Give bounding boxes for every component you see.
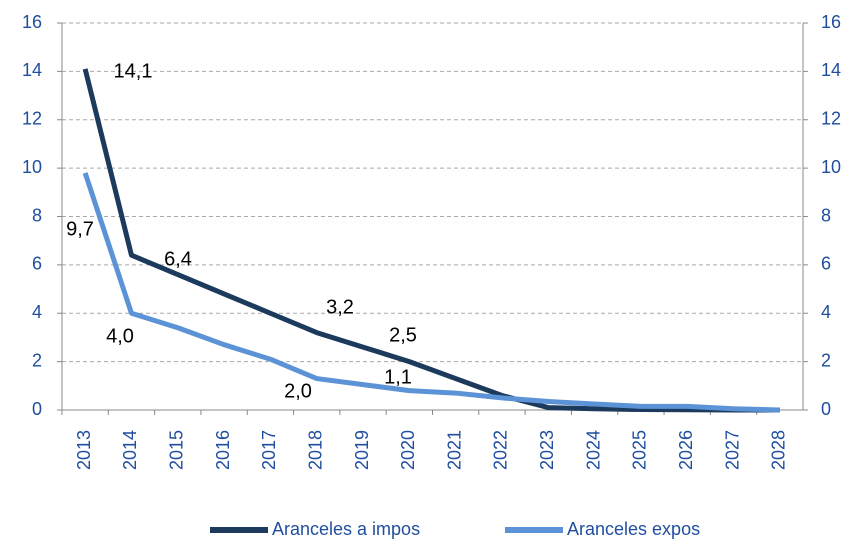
y-tick-label: 6 (32, 254, 42, 274)
legend-label: Aranceles expos (567, 519, 700, 539)
x-tick-label: 2018 (305, 430, 325, 470)
annotation: 4,0 (106, 325, 134, 347)
annotation: 3,2 (326, 296, 354, 318)
x-tick-label: 2020 (398, 430, 418, 470)
x-tick-label: 2023 (537, 430, 557, 470)
annotation: 9,7 (66, 218, 94, 240)
y2-tick-label: 6 (821, 254, 831, 274)
series-line (82, 68, 780, 413)
x-tick-label: 2015 (167, 430, 187, 470)
y2-tick-label: 14 (821, 60, 841, 80)
y2-tick-label: 8 (821, 205, 831, 225)
y2-tick-label: 2 (821, 350, 831, 370)
y2-tick-label: 12 (821, 109, 841, 129)
x-tick-label: 2027 (722, 430, 742, 470)
x-tick-label: 2024 (583, 430, 603, 470)
y-tick-label: 14 (22, 60, 42, 80)
y2-tick-label: 4 (821, 302, 831, 322)
y-tick-label: 16 (22, 12, 42, 32)
y2-tick-label: 0 (821, 399, 831, 419)
x-tick-label: 2014 (120, 430, 140, 470)
x-tick-label: 2017 (259, 430, 279, 470)
x-tick-label: 2028 (769, 430, 789, 470)
x-tick-label: 2013 (74, 430, 94, 470)
annotation: 1,1 (384, 366, 412, 388)
y-tick-label: 0 (32, 399, 42, 419)
annotation: 6,4 (164, 248, 192, 270)
y2-tick-label: 16 (821, 12, 841, 32)
x-tick-label: 2019 (352, 430, 372, 470)
x-tick-label: 2025 (630, 430, 650, 470)
x-tick-label: 2021 (444, 430, 464, 470)
series-line (82, 172, 780, 413)
y-tick-label: 2 (32, 350, 42, 370)
annotation: 14,1 (114, 60, 153, 82)
x-tick-label: 2016 (213, 430, 233, 470)
x-tick-label: 2022 (491, 430, 511, 470)
annotation: 2,5 (389, 324, 417, 346)
y-tick-label: 12 (22, 109, 42, 129)
y-tick-label: 8 (32, 205, 42, 225)
annotation: 2,0 (284, 380, 312, 402)
y-tick-label: 10 (22, 157, 42, 177)
x-tick-label: 2026 (676, 430, 696, 470)
y-tick-label: 4 (32, 302, 42, 322)
y2-tick-label: 10 (821, 157, 841, 177)
legend-label: Aranceles a impos (272, 519, 420, 539)
